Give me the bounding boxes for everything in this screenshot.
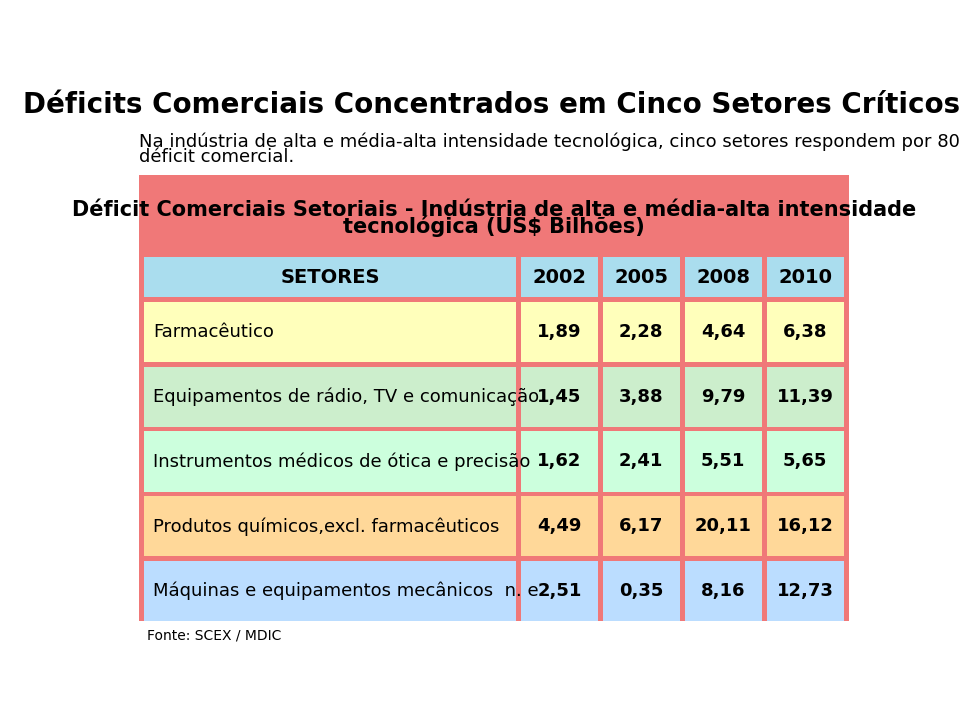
Bar [144, 180, 844, 253]
Bar [520, 496, 598, 557]
Bar [684, 496, 762, 557]
Bar [603, 496, 680, 557]
Bar [684, 257, 762, 297]
Bar [766, 366, 844, 426]
Bar [144, 366, 516, 426]
Text: Fonte: SCEX / MDIC: Fonte: SCEX / MDIC [147, 628, 281, 642]
Text: 6,17: 6,17 [619, 518, 663, 535]
Text: 11,39: 11,39 [777, 387, 833, 405]
Text: Máquinas e equipamentos mecânicos  n. e.: Máquinas e equipamentos mecânicos n. e. [154, 582, 544, 600]
Bar [684, 366, 762, 426]
Bar [520, 561, 598, 621]
Bar [139, 174, 849, 621]
Bar [684, 302, 762, 362]
Bar [603, 366, 680, 426]
Text: 5,51: 5,51 [701, 452, 745, 471]
Text: Déficit Comerciais Setoriais - Indústria de alta e média-alta intensidade: Déficit Comerciais Setoriais - Indústria… [72, 200, 916, 219]
Text: 2010: 2010 [779, 268, 832, 287]
Text: 2005: 2005 [614, 268, 668, 287]
Text: 20,11: 20,11 [695, 518, 752, 535]
Text: 3,88: 3,88 [619, 387, 663, 405]
Text: 4,49: 4,49 [538, 518, 582, 535]
Bar [603, 432, 680, 492]
Text: Equipamentos de rádio, TV e comunicação: Equipamentos de rádio, TV e comunicação [154, 387, 540, 406]
Text: Instrumentos médicos de ótica e precisão: Instrumentos médicos de ótica e precisão [154, 452, 531, 471]
Bar [603, 257, 680, 297]
Bar [603, 302, 680, 362]
Bar [520, 432, 598, 492]
Text: 0,35: 0,35 [619, 582, 663, 600]
Text: 12,73: 12,73 [777, 582, 833, 600]
Text: 9,79: 9,79 [701, 387, 745, 405]
Text: 4,64: 4,64 [701, 323, 745, 341]
Text: Déficits Comerciais Concentrados em Cinco Setores Críticos: Déficits Comerciais Concentrados em Cinc… [23, 91, 960, 119]
Text: 2,41: 2,41 [619, 452, 663, 471]
Text: Farmacêutico: Farmacêutico [154, 323, 275, 341]
Text: déficit comercial.: déficit comercial. [139, 148, 295, 166]
Text: 1,89: 1,89 [537, 323, 582, 341]
Bar [144, 257, 516, 297]
Bar [520, 302, 598, 362]
Bar [603, 561, 680, 621]
Text: tecnológica (US$ Bilhões): tecnológica (US$ Bilhões) [343, 216, 645, 237]
Bar [766, 257, 844, 297]
Text: SETORES: SETORES [280, 268, 380, 287]
Bar [684, 432, 762, 492]
Bar [520, 257, 598, 297]
Bar [144, 496, 516, 557]
Text: 6,38: 6,38 [783, 323, 828, 341]
Bar [144, 432, 516, 492]
Text: 1,45: 1,45 [538, 387, 582, 405]
Bar [766, 561, 844, 621]
Bar [144, 561, 516, 621]
Text: Produtos químicos,excl. farmacêuticos: Produtos químicos,excl. farmacêuticos [154, 517, 500, 536]
Text: 16,12: 16,12 [777, 518, 833, 535]
Bar [766, 302, 844, 362]
Bar [684, 561, 762, 621]
Text: 2,51: 2,51 [538, 582, 582, 600]
Bar [766, 496, 844, 557]
Text: 2,28: 2,28 [619, 323, 663, 341]
Bar [520, 366, 598, 426]
Bar [144, 302, 516, 362]
Text: 2002: 2002 [533, 268, 587, 287]
Text: 8,16: 8,16 [701, 582, 746, 600]
Text: 2008: 2008 [696, 268, 751, 287]
Text: Na indústria de alta e média-alta intensidade tecnológica, cinco setores respond: Na indústria de alta e média-alta intens… [139, 132, 960, 151]
Text: 1,62: 1,62 [538, 452, 582, 471]
Bar [766, 432, 844, 492]
Text: 5,65: 5,65 [783, 452, 828, 471]
